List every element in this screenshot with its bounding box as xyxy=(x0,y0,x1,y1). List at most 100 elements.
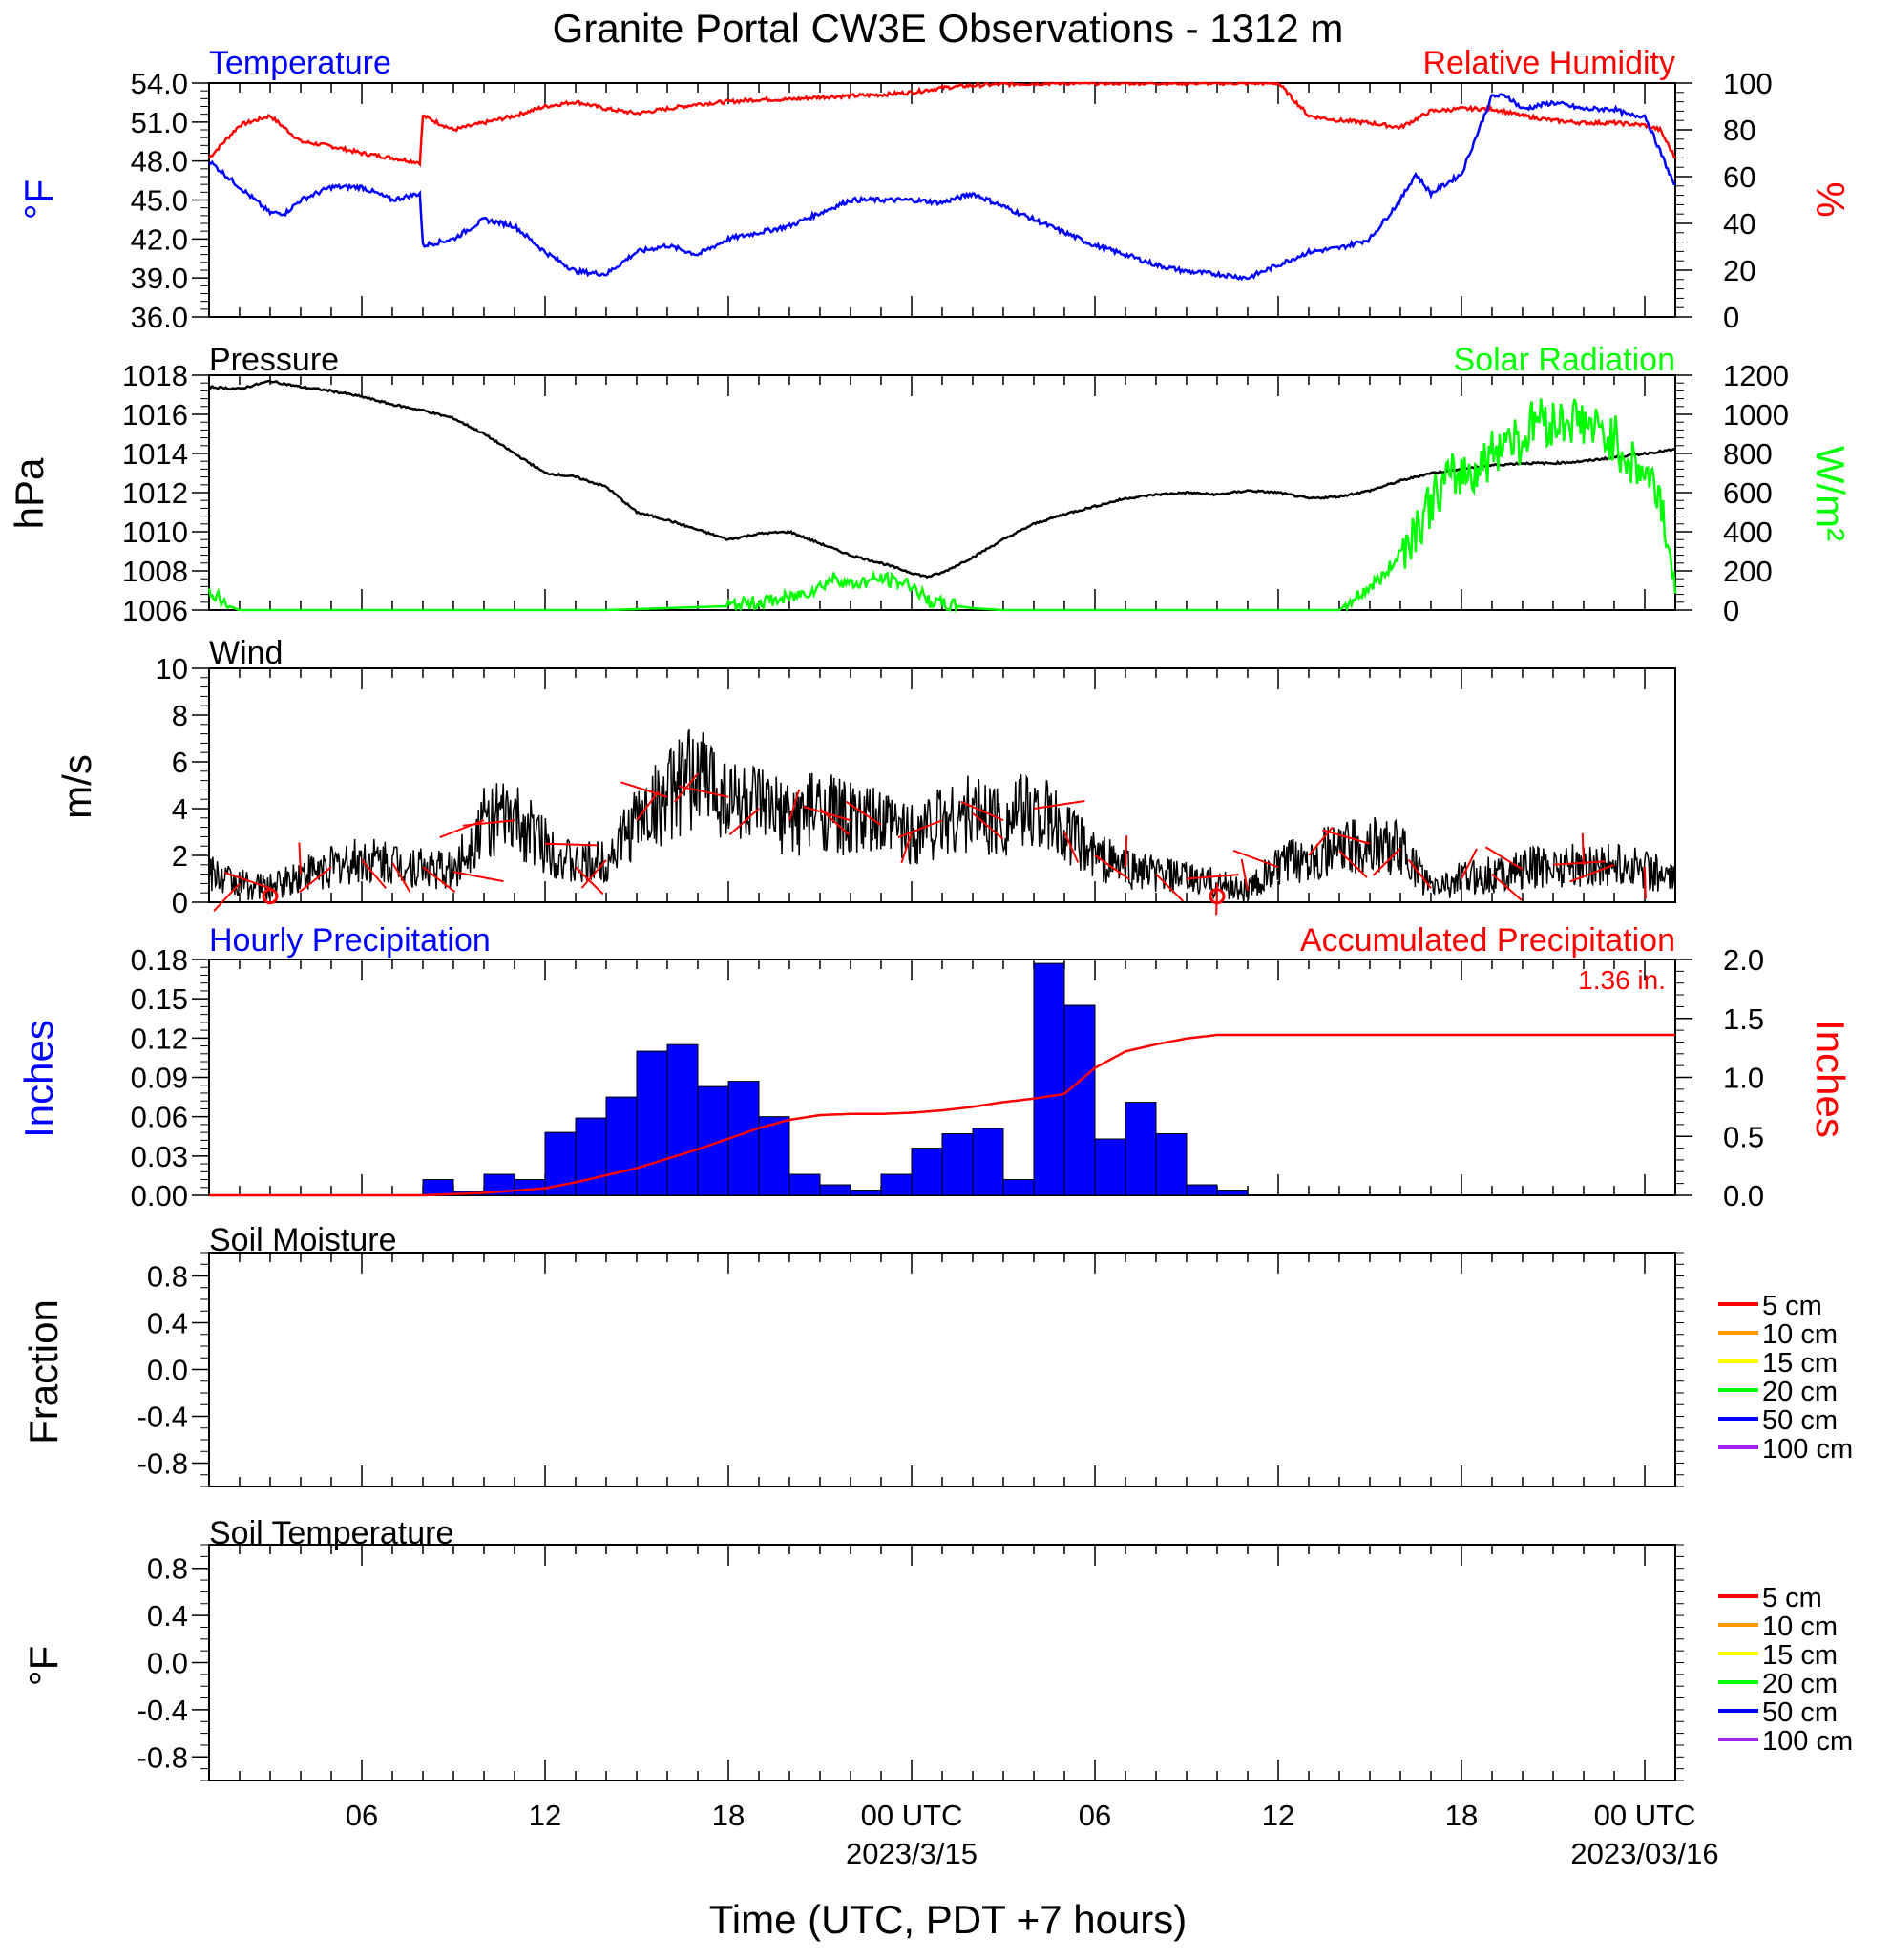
wind-barb xyxy=(972,812,1004,840)
hourly-precip-panel-title: Hourly Precipitation xyxy=(209,922,491,959)
x-tick-date-label: 2023/03/16 xyxy=(1570,1837,1718,1870)
hourly-precip-bar xyxy=(880,1173,913,1196)
panel-frame-sm xyxy=(208,1252,1676,1487)
hourly-precip-bar xyxy=(911,1148,943,1196)
wind-barb xyxy=(845,800,882,826)
calm-wind-marker xyxy=(1209,888,1226,905)
accum-precip-panel-title: Accumulated Precipitation xyxy=(1300,922,1675,959)
humidity-axis-label: % xyxy=(1808,181,1853,217)
hourly-precip-bar xyxy=(1094,1138,1126,1196)
pressure-axis-tick-label: 1016 xyxy=(122,398,188,432)
wind-barb xyxy=(960,800,1004,822)
hourly-precip-bar xyxy=(575,1117,607,1196)
hourly-precip-bar xyxy=(972,1128,1004,1196)
wind-panel-title: Wind xyxy=(209,635,283,671)
pressure-axis-tick-label: 1012 xyxy=(122,476,188,510)
precip-left-axis-tick-label: 0.09 xyxy=(131,1062,188,1095)
pressure-line xyxy=(208,379,1676,580)
hourly-precip-bar xyxy=(666,1043,699,1196)
x-tick-label: 06 xyxy=(1079,1799,1111,1832)
wind-barb xyxy=(462,819,515,827)
wind-barb xyxy=(1407,858,1432,889)
wind-axis-tick-label: 10 xyxy=(156,652,188,685)
hourly-precip-bar xyxy=(1155,1133,1188,1196)
temperature-axis-tick-label: 54.0 xyxy=(131,67,188,100)
soil-legend-label: 5 cm xyxy=(1762,1291,1822,1321)
solar-axis-tick-label: 600 xyxy=(1723,476,1773,510)
wind-axis-label: m/s xyxy=(54,754,99,819)
pressure-axis-label: hPa xyxy=(7,457,52,529)
wind-barb xyxy=(679,785,729,798)
soil-temp-axis-label: °F xyxy=(21,1646,66,1686)
hourly-precip-bar xyxy=(1125,1102,1157,1196)
pressure-axis-tick-label: 1008 xyxy=(122,555,188,588)
wind-barb xyxy=(580,859,607,889)
wind-axis-tick-label: 0 xyxy=(172,886,188,919)
hourly-precip-bar xyxy=(850,1190,882,1196)
soil-temp-axis-tick-label: 0.8 xyxy=(147,1552,188,1586)
x-tick-label: 06 xyxy=(346,1799,378,1832)
wind-barb xyxy=(1063,832,1080,863)
wind-axis-tick-label: 6 xyxy=(172,746,188,779)
precip-right-axis-tick-label: 1.0 xyxy=(1723,1062,1764,1095)
wind-barb xyxy=(900,832,913,864)
wind-barb xyxy=(788,789,801,821)
soil-legend-label: 20 cm xyxy=(1762,1377,1838,1407)
panel-frame-st xyxy=(208,1544,1676,1781)
hourly-precip-bar xyxy=(1063,1004,1096,1196)
wind-barb xyxy=(620,781,668,798)
hourly-precip-bar xyxy=(422,1179,454,1196)
solar-axis-tick-label: 1000 xyxy=(1723,398,1789,432)
solar-axis-tick-label: 800 xyxy=(1723,437,1773,471)
x-tick-label: 00 UTC xyxy=(861,1799,963,1832)
wind-barb xyxy=(636,790,660,821)
wind-barb xyxy=(1552,860,1606,866)
soil-temp-axis-tick-label: 0.4 xyxy=(147,1599,188,1633)
soil-legend-label: 100 cm xyxy=(1762,1726,1853,1757)
soil-moisture-axis-tick-label: 0.4 xyxy=(147,1307,188,1340)
pressure-axis-tick-label: 1014 xyxy=(122,437,188,471)
soil-moisture-axis-tick-label: 0.0 xyxy=(147,1354,188,1387)
wind-barb xyxy=(1033,800,1085,810)
wind-barb xyxy=(803,806,851,822)
temperature-panel-title: Temperature xyxy=(209,45,391,81)
humidity-axis-tick-label: 20 xyxy=(1723,254,1755,287)
soil-legend-label: 100 cm xyxy=(1762,1434,1853,1465)
humidity-axis-tick-label: 80 xyxy=(1723,114,1755,147)
wind-barb xyxy=(1155,873,1185,902)
hourly-precip-bar xyxy=(636,1050,668,1196)
hourly-precip-bar xyxy=(605,1096,638,1196)
precip-right-axis-tick-label: 0.5 xyxy=(1723,1120,1764,1153)
x-axis-label: Time (UTC, PDT +7 hours) xyxy=(709,1897,1188,1942)
soil-legend-label: 15 cm xyxy=(1762,1640,1838,1671)
accumulated-precip-line xyxy=(209,1033,1675,1197)
wind-barb xyxy=(544,842,598,847)
x-tick-label: 18 xyxy=(712,1799,745,1832)
precip-total-label: 1.36 in. xyxy=(1578,965,1666,995)
wind-barb xyxy=(213,882,241,912)
wind-speed-line xyxy=(208,728,1676,903)
hourly-precip-bar xyxy=(788,1173,821,1196)
soil-temp-axis-tick-label: 0.0 xyxy=(147,1647,188,1680)
wind-barb xyxy=(1094,854,1130,880)
pressure-panel-title: Pressure xyxy=(209,342,339,378)
wind-barb xyxy=(1569,863,1615,883)
wind-barb xyxy=(897,819,943,839)
precip-left-axis-tick-label: 0.03 xyxy=(131,1140,188,1173)
x-tick-label: 12 xyxy=(1262,1799,1294,1832)
solar-axis-tick-label: 400 xyxy=(1723,516,1773,549)
soil-moisture-axis-label: Fraction xyxy=(21,1299,66,1444)
solar-line xyxy=(207,398,1677,614)
soil-temp-axis-tick-label: -0.8 xyxy=(137,1740,188,1774)
x-tick-label: 12 xyxy=(529,1799,561,1832)
wind-barb xyxy=(1644,867,1647,899)
hourly-precip-bar xyxy=(819,1184,851,1196)
soil-moisture-axis-tick-label: -0.8 xyxy=(137,1447,188,1481)
temperature-axis-tick-label: 42.0 xyxy=(131,222,188,256)
precip-left-axis-label: Inches xyxy=(16,1020,61,1138)
wind-barb xyxy=(1372,847,1401,876)
x-tick-date-label: 2023/3/15 xyxy=(846,1837,978,1870)
humidity-axis-tick-label: 40 xyxy=(1723,207,1755,241)
pressure-axis-tick-label: 1010 xyxy=(122,516,188,549)
